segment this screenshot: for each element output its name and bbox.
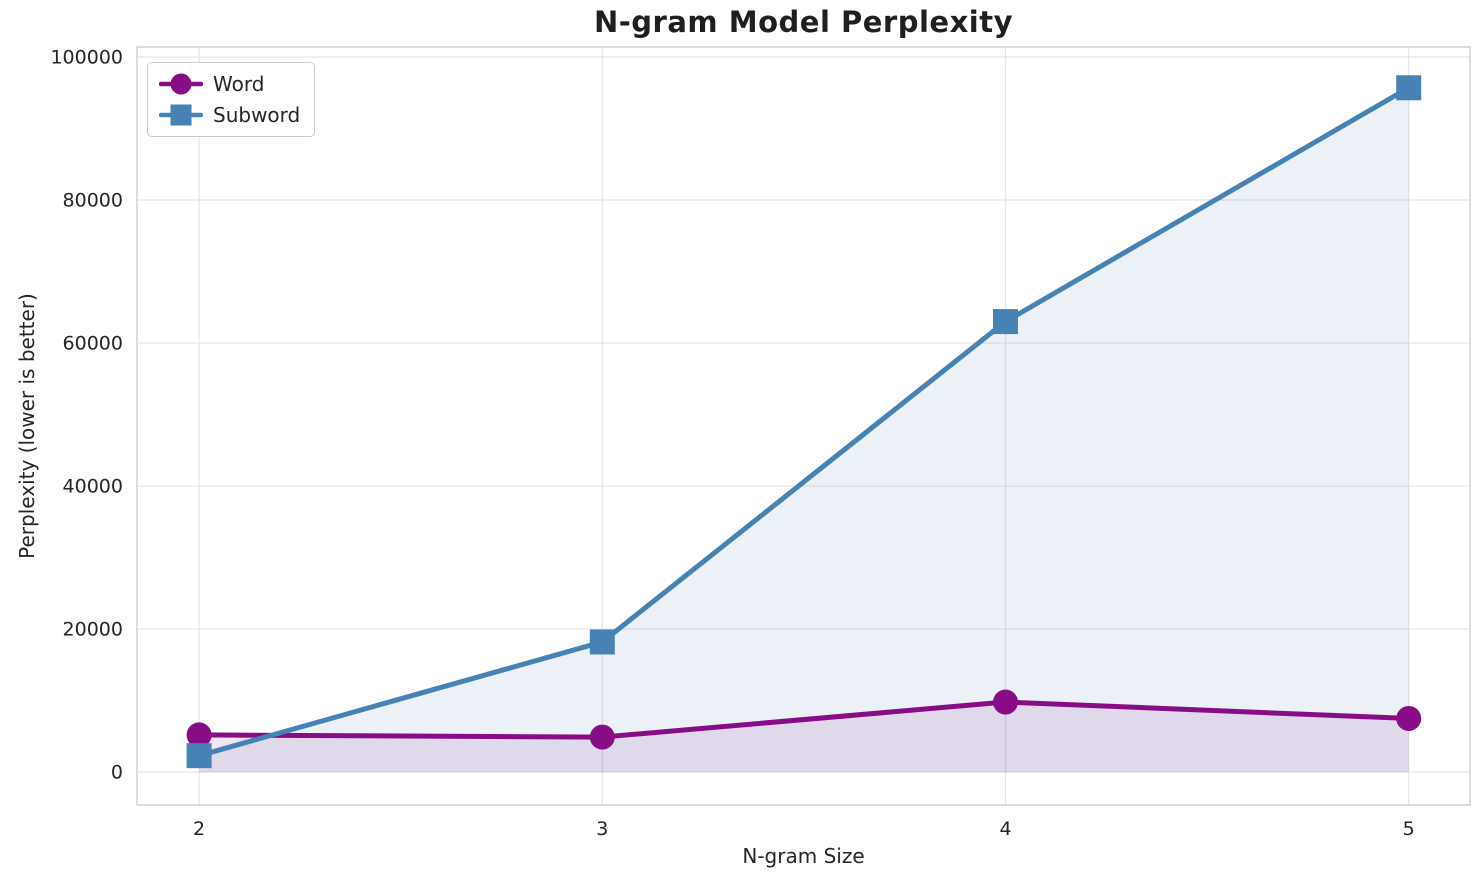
data-point-word (993, 689, 1019, 715)
series-line-word (196, 699, 1412, 740)
y-tick-label: 60000 (63, 333, 123, 355)
x-tick-label: 2 (193, 818, 205, 840)
square-marker-icon (159, 104, 203, 126)
data-point-word (1396, 705, 1422, 731)
data-point-subword (993, 309, 1019, 335)
series-fill-subword (199, 87, 1409, 773)
data-point-subword (1396, 75, 1422, 101)
y-tick-label: 40000 (63, 476, 123, 498)
y-tick-label: 20000 (63, 619, 123, 641)
legend-label: Word (213, 72, 265, 96)
legend-marker (170, 104, 192, 126)
x-tick-label: 4 (999, 818, 1011, 840)
plot-frame (136, 46, 1471, 806)
legend-label: Subword (213, 103, 301, 127)
data-point-subword (186, 743, 212, 769)
y-tick-label: 80000 (63, 189, 123, 211)
x-axis-label: N-gram Size (742, 844, 865, 868)
circle-marker-icon (159, 73, 203, 95)
y-tick-label: 0 (111, 762, 123, 784)
x-tick-label: 5 (1403, 818, 1415, 840)
legend-item-word: Word (159, 71, 300, 97)
data-point-word (589, 724, 615, 750)
legend-marker (170, 73, 192, 95)
legend: Word Subword (147, 62, 316, 137)
series-fill-word (199, 702, 1409, 773)
legend-item-subword: Subword (159, 102, 300, 128)
chart-title: N-gram Model Perplexity (593, 5, 1013, 39)
y-tick-label: 100000 (50, 46, 123, 68)
series-line-subword (196, 85, 1412, 759)
x-tick-label: 3 (596, 818, 608, 840)
data-point-subword (589, 629, 615, 655)
data-point-word (186, 722, 212, 748)
y-axis-label: Perplexity (lower is better) (15, 293, 39, 559)
